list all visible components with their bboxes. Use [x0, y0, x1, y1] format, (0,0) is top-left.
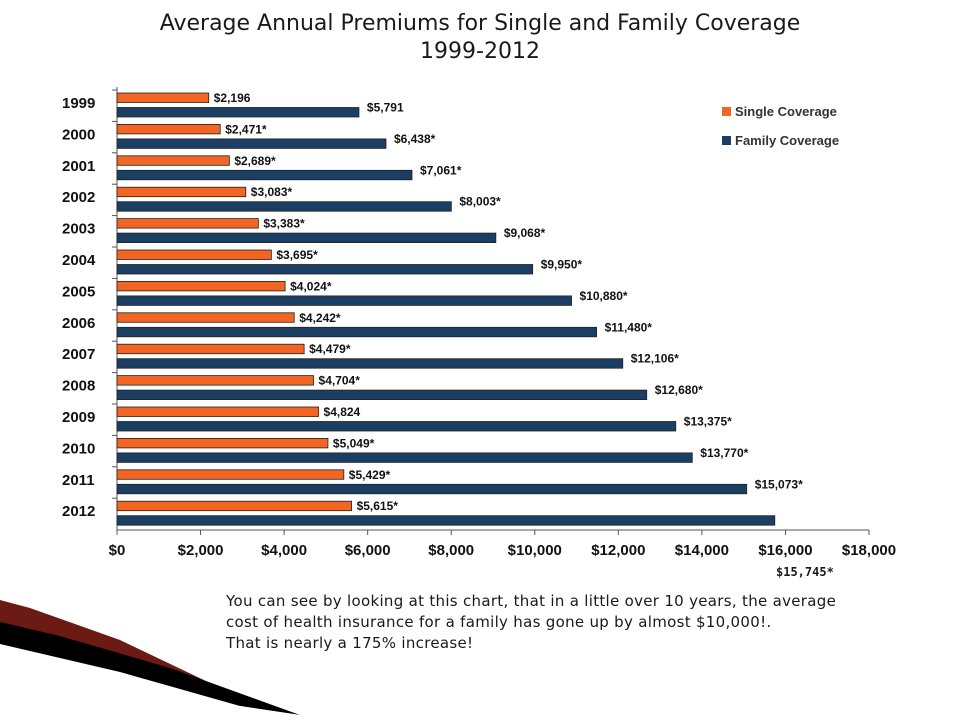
title-line-2: 1999-2012 — [420, 39, 540, 64]
family-coverage-bar — [116, 389, 648, 401]
year-label: 2007 — [62, 346, 95, 363]
family-coverage-bar — [116, 138, 387, 149]
year-label: 2000 — [62, 126, 95, 143]
single-value-label: $3,083* — [251, 185, 293, 199]
family-coverage-bar — [116, 326, 598, 338]
x-tick-label: $10,000 — [508, 542, 562, 559]
year-label: 2002 — [62, 189, 95, 206]
family-2012-value-label: $15,745* — [776, 565, 834, 579]
family-value-label: $12,106* — [631, 352, 679, 366]
legend-swatch-single — [722, 107, 731, 116]
year-label: 2006 — [62, 315, 95, 332]
caption: You can see by looking at this chart, th… — [226, 591, 956, 654]
caption-line-2: cost of health insurance for a family ha… — [226, 613, 772, 631]
single-coverage-bar — [116, 280, 286, 292]
family-value-label: $12,680* — [655, 383, 703, 397]
year-label: 2008 — [62, 378, 95, 395]
family-coverage-bar — [116, 295, 572, 306]
year-label: 2005 — [62, 283, 95, 300]
family-value-label: $8,003* — [459, 195, 501, 209]
family-coverage-bar — [116, 452, 693, 463]
year-label: 2010 — [62, 440, 95, 457]
single-coverage-bar — [116, 375, 314, 386]
x-tick-label: $2,000 — [178, 542, 224, 559]
single-value-label: $5,615* — [357, 499, 399, 513]
single-value-label: $5,049* — [333, 436, 375, 450]
single-coverage-bar — [116, 469, 345, 480]
single-coverage-bar — [116, 406, 319, 417]
family-coverage-bar — [116, 232, 497, 244]
x-tick-label: $0 — [109, 542, 126, 559]
single-coverage-bar — [116, 312, 295, 323]
year-label: 2003 — [62, 221, 95, 238]
family-coverage-bar — [116, 169, 413, 181]
caption-line-3: That is nearly a 175% increase! — [226, 634, 474, 652]
family-coverage-bar — [116, 421, 677, 432]
swoosh-light-shape — [0, 644, 300, 720]
family-value-label: $10,880* — [580, 289, 628, 303]
year-label: 2012 — [62, 503, 95, 520]
x-tick-label: $14,000 — [675, 542, 729, 559]
family-coverage-bar — [116, 264, 534, 275]
legend-swatch-family — [722, 136, 731, 145]
single-value-label: $3,383* — [263, 217, 305, 231]
single-coverage-bar — [116, 124, 221, 135]
family-value-label: $9,950* — [541, 258, 583, 272]
legend-label-family: Family Coverage — [735, 133, 839, 148]
single-value-label: $4,024* — [290, 279, 332, 293]
x-tick-label: $16,000 — [758, 542, 812, 559]
single-value-label: $5,429* — [349, 468, 391, 482]
single-value-label: $4,824 — [324, 405, 361, 419]
year-label: 2009 — [62, 409, 95, 426]
single-coverage-bar — [116, 218, 259, 229]
family-coverage-bar — [116, 483, 748, 495]
single-value-label: $2,689* — [234, 154, 276, 168]
single-value-label: $4,704* — [319, 374, 361, 388]
legend-label-single: Single Coverage — [735, 104, 837, 119]
caption-line-1: You can see by looking at this chart, th… — [226, 592, 837, 610]
single-coverage-bar — [116, 500, 352, 512]
year-label: 2001 — [62, 158, 95, 175]
single-value-label: $4,479* — [309, 342, 351, 356]
year-label: 1999 — [62, 95, 95, 112]
family-value-label: $5,791 — [367, 101, 404, 115]
single-coverage-bar — [116, 155, 230, 166]
family-value-label: $6,438* — [394, 132, 436, 146]
title-line-1: Average Annual Premiums for Single and F… — [159, 11, 801, 36]
swoosh-black-shape — [0, 622, 300, 715]
x-tick-label: $12,000 — [591, 542, 645, 559]
x-tick-label: $4,000 — [261, 542, 307, 559]
x-tick-label: $6,000 — [345, 542, 391, 559]
single-coverage-bar — [116, 437, 329, 449]
single-value-label: $2,471* — [225, 122, 267, 136]
year-label: 2011 — [62, 472, 95, 489]
family-coverage-bar — [116, 107, 360, 118]
single-coverage-bar — [116, 343, 305, 355]
single-value-label: $3,695* — [276, 248, 318, 262]
family-coverage-bar — [116, 515, 776, 526]
family-coverage-bar — [116, 358, 624, 369]
single-coverage-bar — [116, 186, 247, 198]
decorative-swoosh — [0, 600, 300, 720]
family-value-label: $7,061* — [420, 163, 462, 177]
family-coverage-bar — [116, 201, 452, 212]
family-value-label: $11,480* — [605, 320, 653, 334]
family-value-label: $13,770* — [700, 446, 748, 460]
family-value-label: $15,073* — [755, 477, 803, 491]
x-tick-label: $18,000 — [842, 542, 896, 559]
single-value-label: $2,196 — [214, 91, 251, 105]
single-coverage-bar — [116, 249, 272, 260]
year-label: 2004 — [62, 252, 96, 269]
single-coverage-bar — [116, 92, 210, 103]
family-value-label: $9,068* — [504, 226, 546, 240]
slide-title: Average Annual Premiums for Single and F… — [0, 10, 960, 66]
family-value-label: $13,375* — [684, 415, 732, 429]
x-tick-label: $8,000 — [428, 542, 474, 559]
single-value-label: $4,242* — [299, 311, 341, 325]
